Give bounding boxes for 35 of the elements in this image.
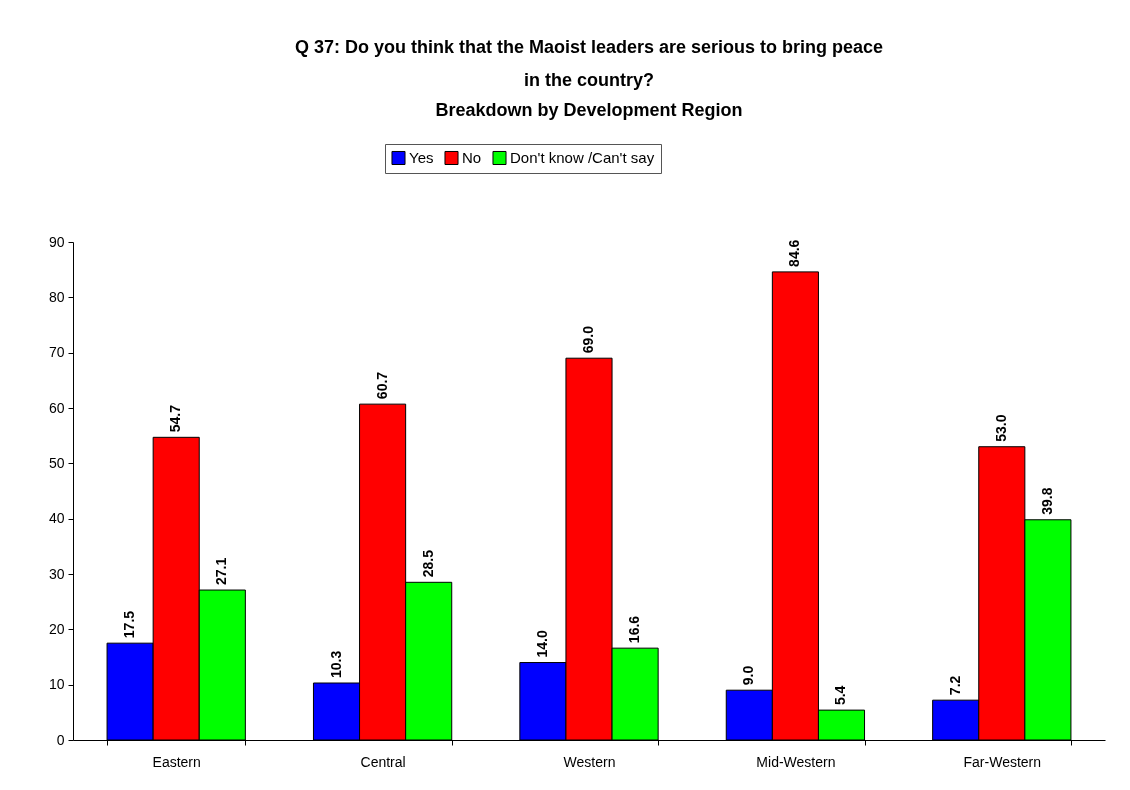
data-label: 27.1 — [213, 557, 230, 586]
x-tick-label: Eastern — [152, 753, 201, 770]
data-label: 10.3 — [327, 650, 344, 679]
chart-title: Q 37: Do you think that the Maoist leaders are serious to bring peace in the country? — [294, 36, 884, 90]
data-label: 39.8 — [1038, 487, 1055, 515]
data-label: 17.5 — [121, 610, 138, 639]
data-label: 28.5 — [419, 549, 436, 578]
data-label: 84.6 — [786, 239, 803, 267]
legend-label: Yes — [409, 148, 434, 166]
x-tick-label: Mid-Western — [756, 753, 836, 770]
y-tick-label: 80 — [48, 288, 65, 305]
data-label: 16.6 — [626, 615, 643, 644]
y-tick-label: 10 — [48, 676, 65, 693]
data-label: 7.2 — [946, 675, 963, 696]
data-label: 14.0 — [533, 630, 550, 658]
y-tick-label: 0 — [56, 731, 65, 748]
data-label: 5.4 — [832, 685, 849, 706]
x-tick-label: Central — [360, 753, 406, 770]
data-label: 53.0 — [992, 414, 1009, 442]
y-tick-label: 50 — [48, 454, 65, 471]
x-tick-label: Western — [563, 753, 616, 770]
legend-label: Don't know /Can't say — [510, 148, 655, 166]
data-label: 60.7 — [373, 371, 390, 400]
y-tick-label: 70 — [48, 344, 65, 361]
data-label: 69.0 — [580, 325, 596, 354]
y-tick-label: 60 — [48, 399, 65, 416]
data-label: 9.0 — [740, 665, 757, 686]
chart-subtitle: Breakdown by Development Region — [435, 99, 743, 120]
y-tick-label: 20 — [48, 620, 65, 637]
y-tick-label: 40 — [48, 510, 65, 527]
y-tick-label: 90 — [48, 233, 65, 250]
data-label: 54.7 — [167, 404, 184, 433]
y-tick-label: 30 — [48, 565, 65, 582]
x-tick-label: Far-Western — [963, 753, 1042, 770]
legend-label: No — [462, 148, 482, 166]
